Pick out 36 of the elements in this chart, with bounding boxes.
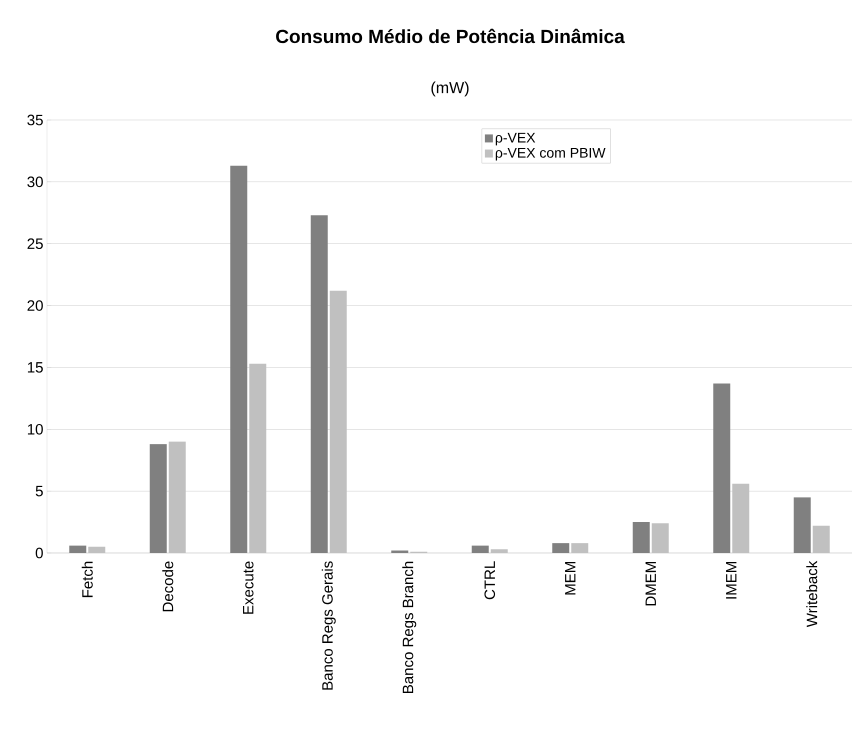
- bar: [552, 543, 570, 553]
- y-tick-label: 35: [27, 114, 43, 126]
- bar: [69, 546, 86, 553]
- bar: [571, 543, 588, 553]
- y-tick-label: 10: [28, 424, 43, 435]
- y-tick-label: 5: [36, 486, 43, 496]
- y-tick-label: 30: [27, 176, 43, 188]
- bar: [150, 444, 167, 553]
- bar: [310, 215, 328, 553]
- x-tick-label: Fetch: [82, 562, 93, 598]
- legend-label: ρ-VEX com PBIW: [496, 148, 606, 161]
- legend-label: ρ-VEX: [496, 132, 536, 146]
- chart-subtitle: (mW): [431, 82, 469, 96]
- y-tick-label: 25: [28, 238, 43, 250]
- bar: [472, 546, 489, 553]
- bar: [632, 522, 650, 553]
- x-tick-label: MEM: [565, 562, 576, 595]
- x-tick-label: Execute: [243, 561, 254, 614]
- bar: [812, 526, 830, 553]
- y-tick-label: 0: [36, 548, 43, 558]
- x-tick-label: DMEM: [646, 562, 656, 606]
- bar: [230, 166, 248, 553]
- y-tick-label: 15: [28, 362, 43, 373]
- y-tick-label: 20: [28, 300, 43, 311]
- bar: [490, 549, 508, 553]
- x-tick-label: Decode: [162, 561, 174, 612]
- x-tick-label: Writeback: [806, 560, 818, 628]
- bar: [713, 384, 730, 553]
- x-tick-label: Banco Regs Branch: [402, 562, 416, 693]
- x-tick-label: Banco Regs Gerais: [322, 561, 336, 690]
- bar: [88, 546, 106, 553]
- bar: [652, 523, 669, 553]
- bar: [794, 497, 811, 553]
- x-tick-label: IMEM: [726, 562, 736, 599]
- chart-title: Consumo Médio de Potência Dinâmica: [276, 28, 625, 44]
- x-tick-label: CTRL: [484, 561, 496, 600]
